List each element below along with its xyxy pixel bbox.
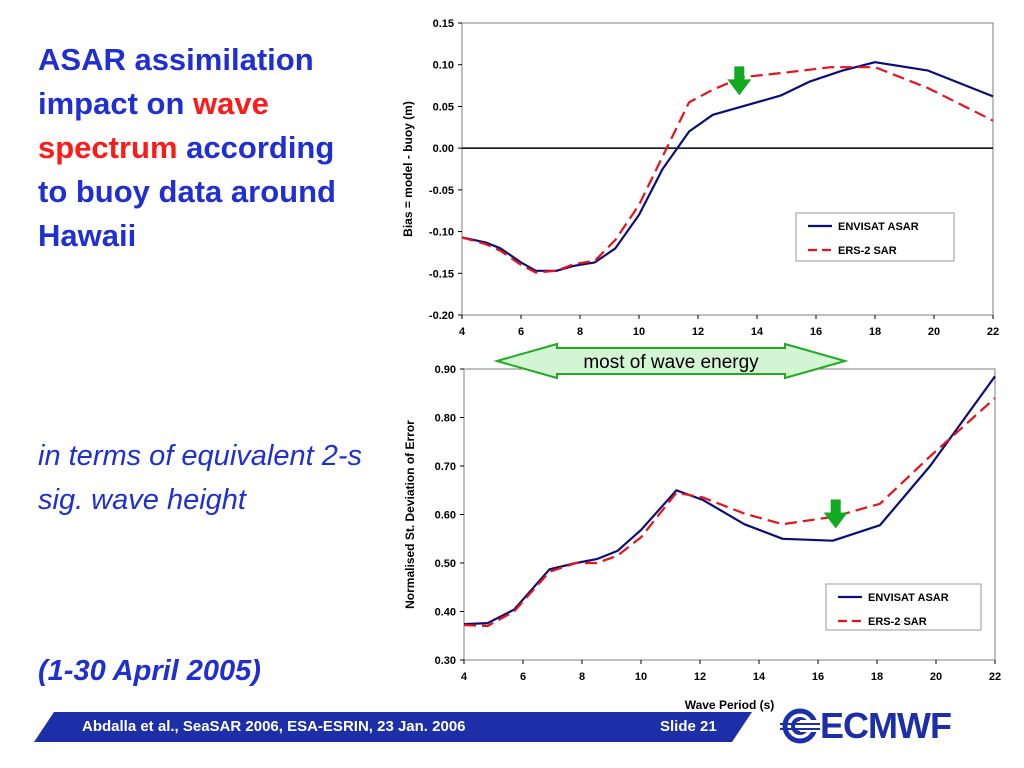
legend-label: ERS-2 SAR bbox=[838, 245, 897, 257]
x-tick-label: 6 bbox=[518, 326, 524, 338]
y-tick-label: 0.50 bbox=[435, 558, 456, 570]
slide-title: ASAR assimilation impact on wave spectru… bbox=[38, 38, 368, 258]
x-tick-label: 16 bbox=[812, 671, 824, 683]
y-tick-label: 0.00 bbox=[433, 143, 454, 155]
y-tick-label: -0.10 bbox=[429, 227, 454, 239]
chart-1: 0.15 0.10 0.05 0.00 -0.05 -0.10 -0.15 -0.20 4 6 8 1… bbox=[401, 18, 999, 338]
legend-box bbox=[795, 212, 955, 262]
x-tick-label: 14 bbox=[751, 326, 764, 338]
x-tick-label: 16 bbox=[810, 326, 822, 338]
ecmwf-logo: ECMWF bbox=[780, 706, 992, 746]
legend-label: ENVISAT ASAR bbox=[868, 592, 949, 604]
y-axis-label: Bias = model - buoy (m) bbox=[401, 101, 415, 237]
ecmwf-logo-text: ECMWF bbox=[820, 705, 952, 746]
x-axis-label: Wave Period (s) bbox=[685, 698, 775, 712]
date-range: (1-30 April 2005) bbox=[38, 655, 261, 687]
title-text-post: according to buoy data around Hawaii bbox=[38, 130, 336, 253]
x-tick-label: 8 bbox=[577, 326, 583, 338]
y-tick-label: 0.05 bbox=[433, 101, 454, 113]
y-tick-label: -0.15 bbox=[429, 268, 454, 280]
x-tick-label: 20 bbox=[928, 326, 940, 338]
y-tick-label: 0.10 bbox=[433, 60, 454, 72]
chart-2: 0.90 0.80 0.70 0.60 0.50 0.40 0.30 4 6 8 10 12 14 16 1… bbox=[403, 364, 1001, 712]
legend-box bbox=[825, 583, 982, 631]
y-tick-label: 0.40 bbox=[435, 607, 456, 619]
title-text-highlight: wave spectrum bbox=[38, 86, 269, 165]
x-tick-label: 12 bbox=[694, 671, 706, 683]
green-down-arrow bbox=[823, 499, 848, 529]
series-line-ers2-sar bbox=[461, 66, 994, 274]
slide-number: Slide 21 bbox=[660, 718, 717, 735]
x-tick-label: 6 bbox=[520, 671, 526, 683]
y-tick-label: 0.80 bbox=[435, 413, 456, 425]
footer-citation: Abdalla et al., SeaSAR 2006, ESA-ESRIN, … bbox=[82, 718, 466, 735]
slide-subtitle: in terms of equivalent 2-s sig. wave hei… bbox=[38, 440, 362, 516]
series-line-ers2-sar bbox=[463, 397, 996, 628]
y-tick-label: 0.70 bbox=[435, 461, 456, 473]
energy-band-arrow bbox=[493, 342, 849, 380]
x-tick-label: 10 bbox=[633, 326, 645, 338]
x-tick-label: 12 bbox=[692, 326, 704, 338]
ecmwf-logo-icon bbox=[780, 708, 820, 744]
y-tick-label: 0.30 bbox=[435, 655, 456, 667]
x-tick-label: 18 bbox=[871, 671, 883, 683]
x-tick-label: 4 bbox=[459, 326, 466, 338]
y-tick-label: -0.20 bbox=[429, 310, 454, 322]
series-line-envisat-asar bbox=[463, 375, 996, 626]
x-tick-label: 4 bbox=[461, 671, 468, 683]
energy-band-label: most of wave energy bbox=[583, 352, 759, 373]
y-tick-label: -0.05 bbox=[429, 185, 454, 197]
x-tick-label: 8 bbox=[579, 671, 585, 683]
x-tick-label: 14 bbox=[753, 671, 766, 683]
green-down-arrow bbox=[727, 66, 752, 96]
footer-bar bbox=[34, 712, 752, 742]
x-tick-label: 22 bbox=[987, 326, 999, 338]
y-axis-label: Normalised St. Deviation of Error bbox=[403, 420, 417, 609]
y-tick-label: 0.90 bbox=[435, 364, 456, 376]
title-text-pre: ASAR assimilation impact on bbox=[38, 42, 314, 121]
y-tick-label: 0.15 bbox=[433, 18, 454, 30]
x-tick-label: 18 bbox=[869, 326, 881, 338]
x-tick-label: 22 bbox=[989, 671, 1001, 683]
x-tick-label: 20 bbox=[930, 671, 942, 683]
legend-label: ENVISAT ASAR bbox=[838, 221, 919, 233]
series-line-envisat-asar bbox=[461, 61, 994, 272]
y-tick-label: 0.60 bbox=[435, 510, 456, 522]
plot-area bbox=[461, 22, 994, 316]
legend-label: ERS-2 SAR bbox=[868, 616, 927, 628]
x-tick-label: 10 bbox=[635, 671, 647, 683]
